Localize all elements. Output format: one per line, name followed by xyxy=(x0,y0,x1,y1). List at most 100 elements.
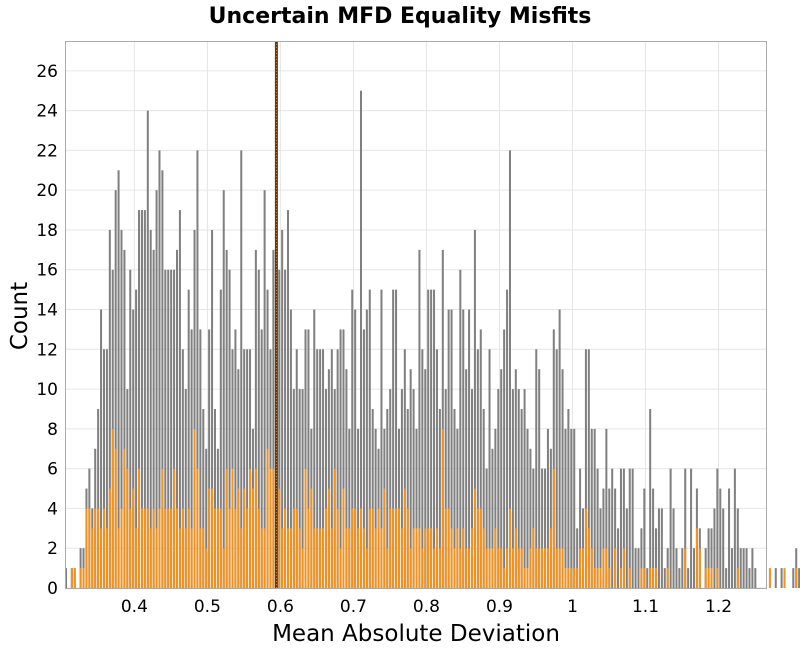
bar-subset xyxy=(564,568,567,588)
bar-all xyxy=(228,269,231,588)
bar-all xyxy=(549,448,552,588)
bar-all xyxy=(138,210,141,588)
bar-all xyxy=(625,508,628,588)
bar-subset xyxy=(228,508,231,588)
bar-all xyxy=(117,170,120,589)
bar-all xyxy=(257,269,260,588)
bar-subset xyxy=(698,548,701,588)
bar-subset xyxy=(433,548,436,588)
bar-subset xyxy=(395,508,398,588)
bar-subset xyxy=(684,548,687,588)
bar-all xyxy=(614,488,617,588)
bar-subset xyxy=(260,528,263,588)
bar-subset xyxy=(485,548,488,588)
bar-subset xyxy=(322,528,325,588)
bar-all xyxy=(725,568,728,588)
y-tick-label: 22 xyxy=(36,141,58,161)
bar-all xyxy=(590,428,593,588)
bar-all xyxy=(517,389,520,588)
bar-all xyxy=(324,389,327,588)
bar-all xyxy=(655,528,658,588)
bar-all xyxy=(418,249,421,588)
bar-subset xyxy=(158,508,161,588)
bar-all xyxy=(681,548,684,588)
x-tick-label: 1.1 xyxy=(632,597,659,617)
bar-all xyxy=(657,508,660,588)
bar-all xyxy=(298,389,301,588)
bar-subset xyxy=(351,508,354,588)
bar-subset xyxy=(345,528,348,588)
bar-all xyxy=(774,568,777,588)
bar-all xyxy=(497,389,500,588)
bar-subset xyxy=(249,468,252,588)
bar-all xyxy=(213,408,216,588)
bar-all xyxy=(692,548,695,588)
bar-subset xyxy=(108,488,111,588)
bar-subset xyxy=(710,568,713,588)
bar-subset xyxy=(558,548,561,588)
bar-subset xyxy=(365,548,368,588)
bar-subset xyxy=(544,548,547,588)
bar-subset xyxy=(441,428,444,588)
bar-all xyxy=(707,528,710,588)
bar-all xyxy=(503,329,506,588)
bar-subset xyxy=(570,568,573,588)
bar-subset xyxy=(403,488,406,588)
bar-all xyxy=(646,568,649,588)
bar-subset xyxy=(783,568,786,588)
bar-all xyxy=(599,508,602,588)
bar-all xyxy=(260,329,263,588)
chart-title: Uncertain MFD Equality Misfits xyxy=(209,4,592,29)
bar-all xyxy=(146,110,149,589)
bar-subset xyxy=(173,468,176,588)
bar-all xyxy=(476,349,479,588)
bar-subset xyxy=(479,508,482,588)
bar-all xyxy=(342,329,345,588)
bar-all xyxy=(114,190,117,588)
bar-subset xyxy=(167,508,170,588)
bar-all xyxy=(514,369,517,588)
bar-all xyxy=(541,468,544,588)
bar-subset xyxy=(400,528,403,588)
bar-all xyxy=(368,289,371,588)
bar-all xyxy=(579,468,582,588)
bar-all xyxy=(678,568,681,588)
bar-all xyxy=(292,389,295,588)
bar-subset xyxy=(435,528,438,588)
bar-subset xyxy=(538,548,541,588)
bar-all xyxy=(129,269,132,588)
bar-all xyxy=(535,349,538,588)
bar-subset xyxy=(170,508,173,588)
bar-all xyxy=(491,448,494,588)
bar-subset xyxy=(231,468,234,588)
bar-all xyxy=(219,289,222,588)
bar-all xyxy=(140,210,143,588)
bar-all xyxy=(798,568,800,588)
bar-all xyxy=(465,369,468,588)
bar-all xyxy=(450,309,453,588)
bar-subset xyxy=(590,548,593,588)
y-tick-label: 20 xyxy=(36,181,58,201)
bar-subset xyxy=(333,468,336,588)
bar-subset xyxy=(462,528,465,588)
bar-all xyxy=(167,269,170,588)
bar-all xyxy=(506,289,509,588)
bar-all xyxy=(570,428,573,588)
bar-subset xyxy=(377,508,380,588)
bar-subset xyxy=(327,488,330,588)
bar-all xyxy=(663,568,666,588)
bar-all xyxy=(415,428,418,588)
bar-all xyxy=(263,190,266,588)
plot-frame xyxy=(65,41,767,589)
bar-all xyxy=(643,488,646,588)
bar-all xyxy=(380,289,383,588)
bar-subset xyxy=(85,508,88,588)
bar-all xyxy=(237,369,240,588)
bar-subset xyxy=(342,488,345,588)
bar-subset xyxy=(795,568,798,588)
bar-subset xyxy=(120,508,123,588)
x-tick-label: 0.5 xyxy=(194,597,221,617)
bar-subset xyxy=(599,568,602,588)
bar-subset xyxy=(622,548,625,588)
bar-all xyxy=(529,448,532,588)
